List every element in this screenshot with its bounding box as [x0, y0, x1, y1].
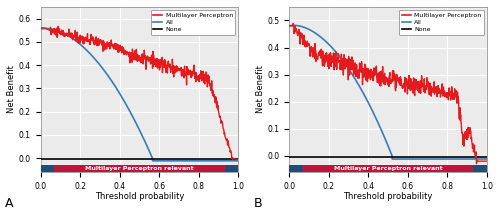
Text: B: B: [254, 197, 262, 210]
Bar: [54, 164, 224, 172]
Bar: [40, 164, 238, 172]
Text: Multilayer Perceptron relevant: Multilayer Perceptron relevant: [334, 166, 442, 171]
X-axis label: Threshold probability: Threshold probability: [344, 192, 433, 201]
X-axis label: Threshold probability: Threshold probability: [95, 192, 184, 201]
Bar: [303, 164, 473, 172]
Legend: Multilayer Perceptron, All, None: Multilayer Perceptron, All, None: [399, 10, 484, 35]
Y-axis label: Net Benefit: Net Benefit: [7, 66, 16, 113]
Text: Multilayer Perceptron relevant: Multilayer Perceptron relevant: [85, 166, 194, 171]
Text: A: A: [5, 197, 14, 210]
Y-axis label: Net Benefit: Net Benefit: [256, 66, 264, 113]
Legend: Multilayer Perceptron, All, None: Multilayer Perceptron, All, None: [150, 10, 236, 35]
Bar: [289, 164, 487, 172]
